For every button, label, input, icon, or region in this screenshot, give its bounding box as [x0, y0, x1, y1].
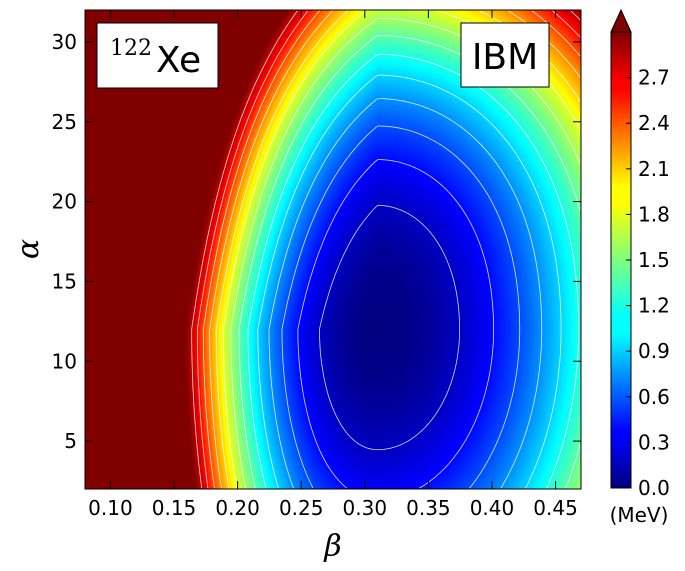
y-tick-label: 30	[52, 30, 77, 54]
colorbar-unit-label: (MeV)	[610, 503, 669, 527]
x-tick-label: 0.15	[152, 496, 197, 520]
nucleus-symbol: Xe	[156, 40, 201, 81]
colorbar-tick-label: 2.4	[638, 111, 670, 135]
contour-line	[191, 10, 581, 489]
x-tick-label: 0.40	[470, 496, 515, 520]
nucleus-mass-number: 122	[110, 36, 152, 61]
contour-line	[281, 125, 521, 489]
x-tick-label: 0.25	[279, 496, 324, 520]
x-tick-label: 0.30	[343, 496, 388, 520]
colorbar-tick-label: 0.0	[638, 476, 670, 500]
contour-line	[238, 35, 581, 489]
contour-line	[268, 98, 543, 489]
x-tick-label: 0.35	[406, 496, 451, 520]
colorbar-tick-label: 1.2	[638, 294, 670, 318]
contour-line	[319, 204, 460, 451]
colorbar-tick-label: 0.6	[638, 385, 670, 409]
y-tick-label: 25	[52, 110, 77, 134]
contour-line	[247, 53, 579, 489]
y-tick-label: 5	[64, 429, 77, 453]
contour-lines	[191, 10, 581, 489]
y-tick-label: 20	[52, 190, 77, 214]
model-label-box: IBM	[460, 22, 550, 88]
colorbar-tick-label: 2.7	[638, 66, 670, 90]
y-axis-label: α	[11, 239, 46, 259]
colorbar: 0.0 0.3 0.6 0.9 1.2 1.5 1.8 2.1 2.4 2.7 (MeV)	[610, 8, 670, 527]
colorbar-tick-label: 1.5	[638, 248, 670, 272]
colorbar-tick-label: 0.9	[638, 339, 670, 363]
nucleus-label-box: 122 Xe	[96, 22, 219, 89]
colorbar-tick-label: 1.8	[638, 202, 670, 226]
x-axis-ticks: 0.10 0.15 0.20 0.25 0.30 0.35 0.40 0.45	[88, 10, 578, 520]
plot-area: 0.10 0.15 0.20 0.25 0.30 0.35 0.40 0.45 5 10 15 20…	[52, 9, 582, 520]
x-tick-label: 0.45	[533, 496, 578, 520]
contour-line	[202, 10, 581, 489]
x-tick-label: 0.20	[215, 496, 260, 520]
plot-frame	[84, 9, 582, 490]
colorbar-tick-label: 2.1	[638, 157, 670, 181]
colorbar-ticks: 0.0 0.3 0.6 0.9 1.2 1.5 1.8 2.1 2.4 2.7	[626, 66, 670, 500]
contour-line	[197, 10, 581, 489]
y-tick-label: 15	[52, 269, 77, 293]
colorbar-extend-arrow	[610, 8, 632, 33]
contour-line	[257, 74, 562, 489]
colorbar-tick-label: 0.3	[638, 430, 670, 454]
x-tick-label: 0.10	[88, 496, 133, 520]
contour-line	[297, 159, 494, 489]
x-axis-label: β	[323, 529, 341, 564]
y-tick-label: 10	[52, 349, 77, 373]
colorbar-gradient	[611, 32, 631, 488]
y-axis-ticks: 5 10 15 20 25 30	[52, 30, 581, 453]
model-label: IBM	[472, 37, 538, 78]
